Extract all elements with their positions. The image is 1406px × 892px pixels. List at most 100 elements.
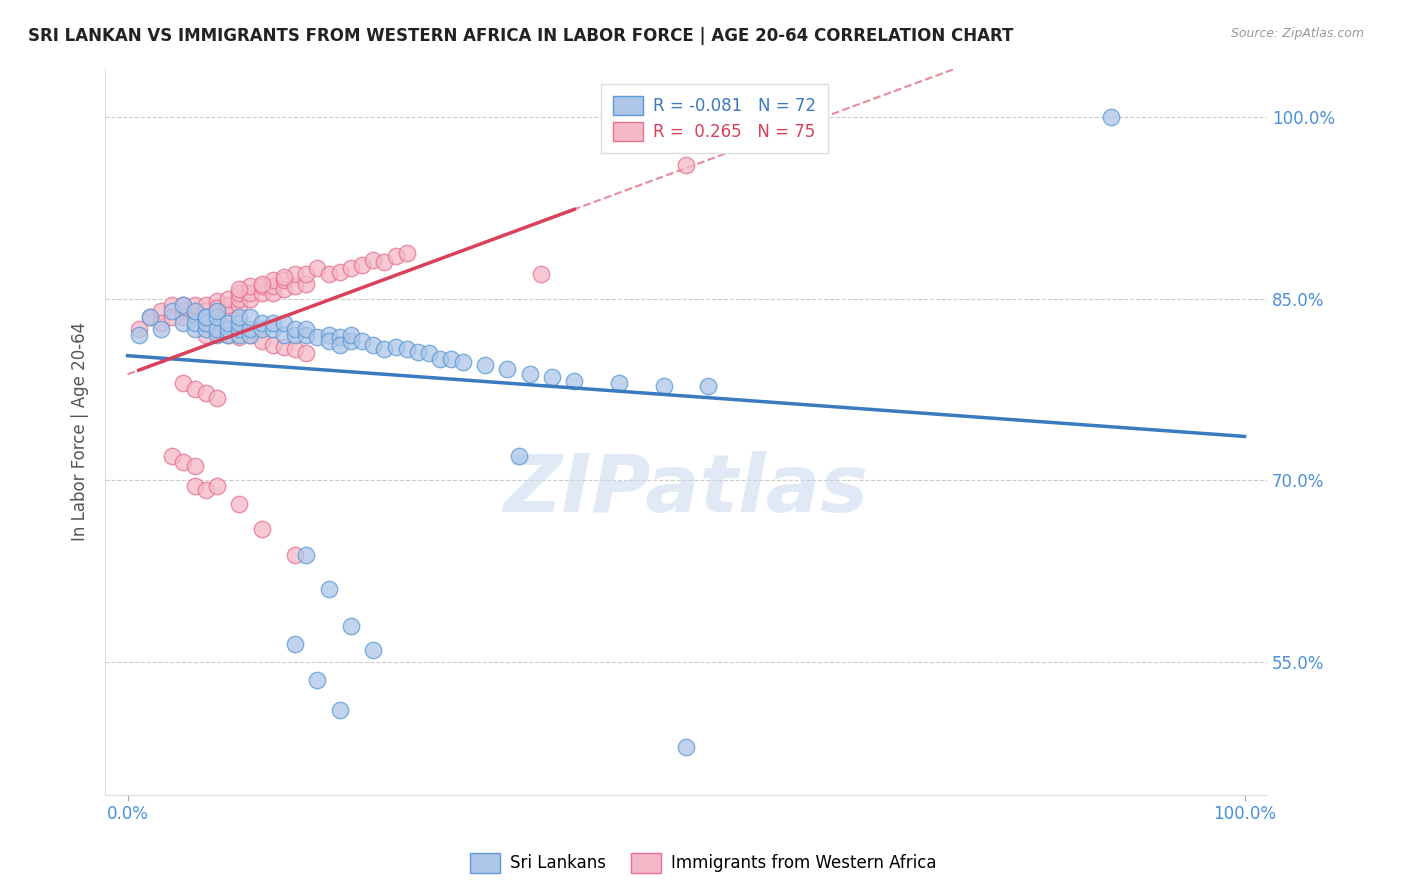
Point	[329, 337, 352, 351]
Point	[530, 268, 553, 282]
Point	[318, 582, 340, 597]
Point	[217, 322, 239, 336]
Point	[172, 376, 194, 391]
Point	[250, 279, 273, 293]
Point	[307, 330, 329, 344]
Text: ZIPatlas: ZIPatlas	[503, 451, 869, 529]
Point	[239, 327, 262, 342]
Point	[160, 298, 183, 312]
Point	[262, 279, 284, 293]
Point	[228, 292, 250, 306]
Point	[217, 306, 239, 320]
Point	[194, 298, 217, 312]
Point	[228, 285, 250, 300]
Point	[228, 327, 250, 342]
Point	[128, 322, 150, 336]
Y-axis label: In Labor Force | Age 20-64: In Labor Force | Age 20-64	[72, 322, 89, 541]
Point	[284, 327, 307, 342]
Point	[519, 367, 541, 381]
Point	[373, 255, 395, 269]
Point	[160, 449, 183, 463]
Point	[675, 158, 697, 172]
Point	[295, 322, 318, 336]
Point	[239, 285, 262, 300]
Point	[183, 322, 205, 336]
Point	[340, 618, 363, 632]
Point	[262, 285, 284, 300]
Point	[194, 386, 217, 401]
Point	[172, 316, 194, 330]
Point	[150, 303, 173, 318]
Point	[150, 316, 173, 330]
Point	[395, 343, 418, 357]
Point	[183, 298, 205, 312]
Text: SRI LANKAN VS IMMIGRANTS FROM WESTERN AFRICA IN LABOR FORCE | AGE 20-64 CORRELAT: SRI LANKAN VS IMMIGRANTS FROM WESTERN AF…	[28, 27, 1014, 45]
Point	[205, 303, 228, 318]
Point	[205, 301, 228, 316]
Point	[250, 522, 273, 536]
Point	[160, 303, 183, 318]
Point	[262, 337, 284, 351]
Point	[217, 327, 239, 342]
Point	[205, 479, 228, 493]
Point	[194, 310, 217, 324]
Point	[217, 298, 239, 312]
Point	[273, 316, 295, 330]
Point	[150, 322, 173, 336]
Point	[228, 298, 250, 312]
Point	[228, 310, 250, 324]
Point	[194, 483, 217, 497]
Point	[384, 340, 406, 354]
Point	[697, 378, 720, 392]
Point	[228, 498, 250, 512]
Point	[183, 479, 205, 493]
Text: Source: ZipAtlas.com: Source: ZipAtlas.com	[1230, 27, 1364, 40]
Point	[284, 279, 307, 293]
Point	[295, 277, 318, 291]
Point	[318, 327, 340, 342]
Point	[250, 277, 273, 291]
Point	[217, 316, 239, 330]
Point	[183, 310, 205, 324]
Point	[217, 327, 239, 342]
Point	[205, 293, 228, 308]
Point	[205, 327, 228, 342]
Point	[340, 327, 363, 342]
Point	[474, 358, 496, 372]
Point	[607, 376, 630, 391]
Point	[262, 322, 284, 336]
Point	[295, 549, 318, 563]
Point	[273, 273, 295, 287]
Point	[172, 310, 194, 324]
Point	[160, 310, 183, 324]
Point	[363, 642, 385, 657]
Point	[239, 327, 262, 342]
Point	[128, 327, 150, 342]
Point	[1099, 110, 1122, 124]
Point	[262, 316, 284, 330]
Point	[273, 282, 295, 296]
Point	[429, 352, 451, 367]
Point	[183, 383, 205, 397]
Point	[250, 334, 273, 348]
Point	[541, 370, 564, 384]
Point	[675, 739, 697, 754]
Point	[352, 334, 374, 348]
Point	[205, 326, 228, 340]
Point	[217, 292, 239, 306]
Point	[318, 334, 340, 348]
Point	[205, 391, 228, 405]
Point	[295, 346, 318, 360]
Point	[194, 316, 217, 330]
Point	[172, 298, 194, 312]
Point	[652, 378, 675, 392]
Point	[205, 310, 228, 324]
Point	[205, 303, 228, 318]
Point	[406, 344, 429, 359]
Point	[228, 282, 250, 296]
Point	[228, 330, 250, 344]
Point	[262, 273, 284, 287]
Point	[273, 327, 295, 342]
Point	[329, 330, 352, 344]
Point	[194, 322, 217, 336]
